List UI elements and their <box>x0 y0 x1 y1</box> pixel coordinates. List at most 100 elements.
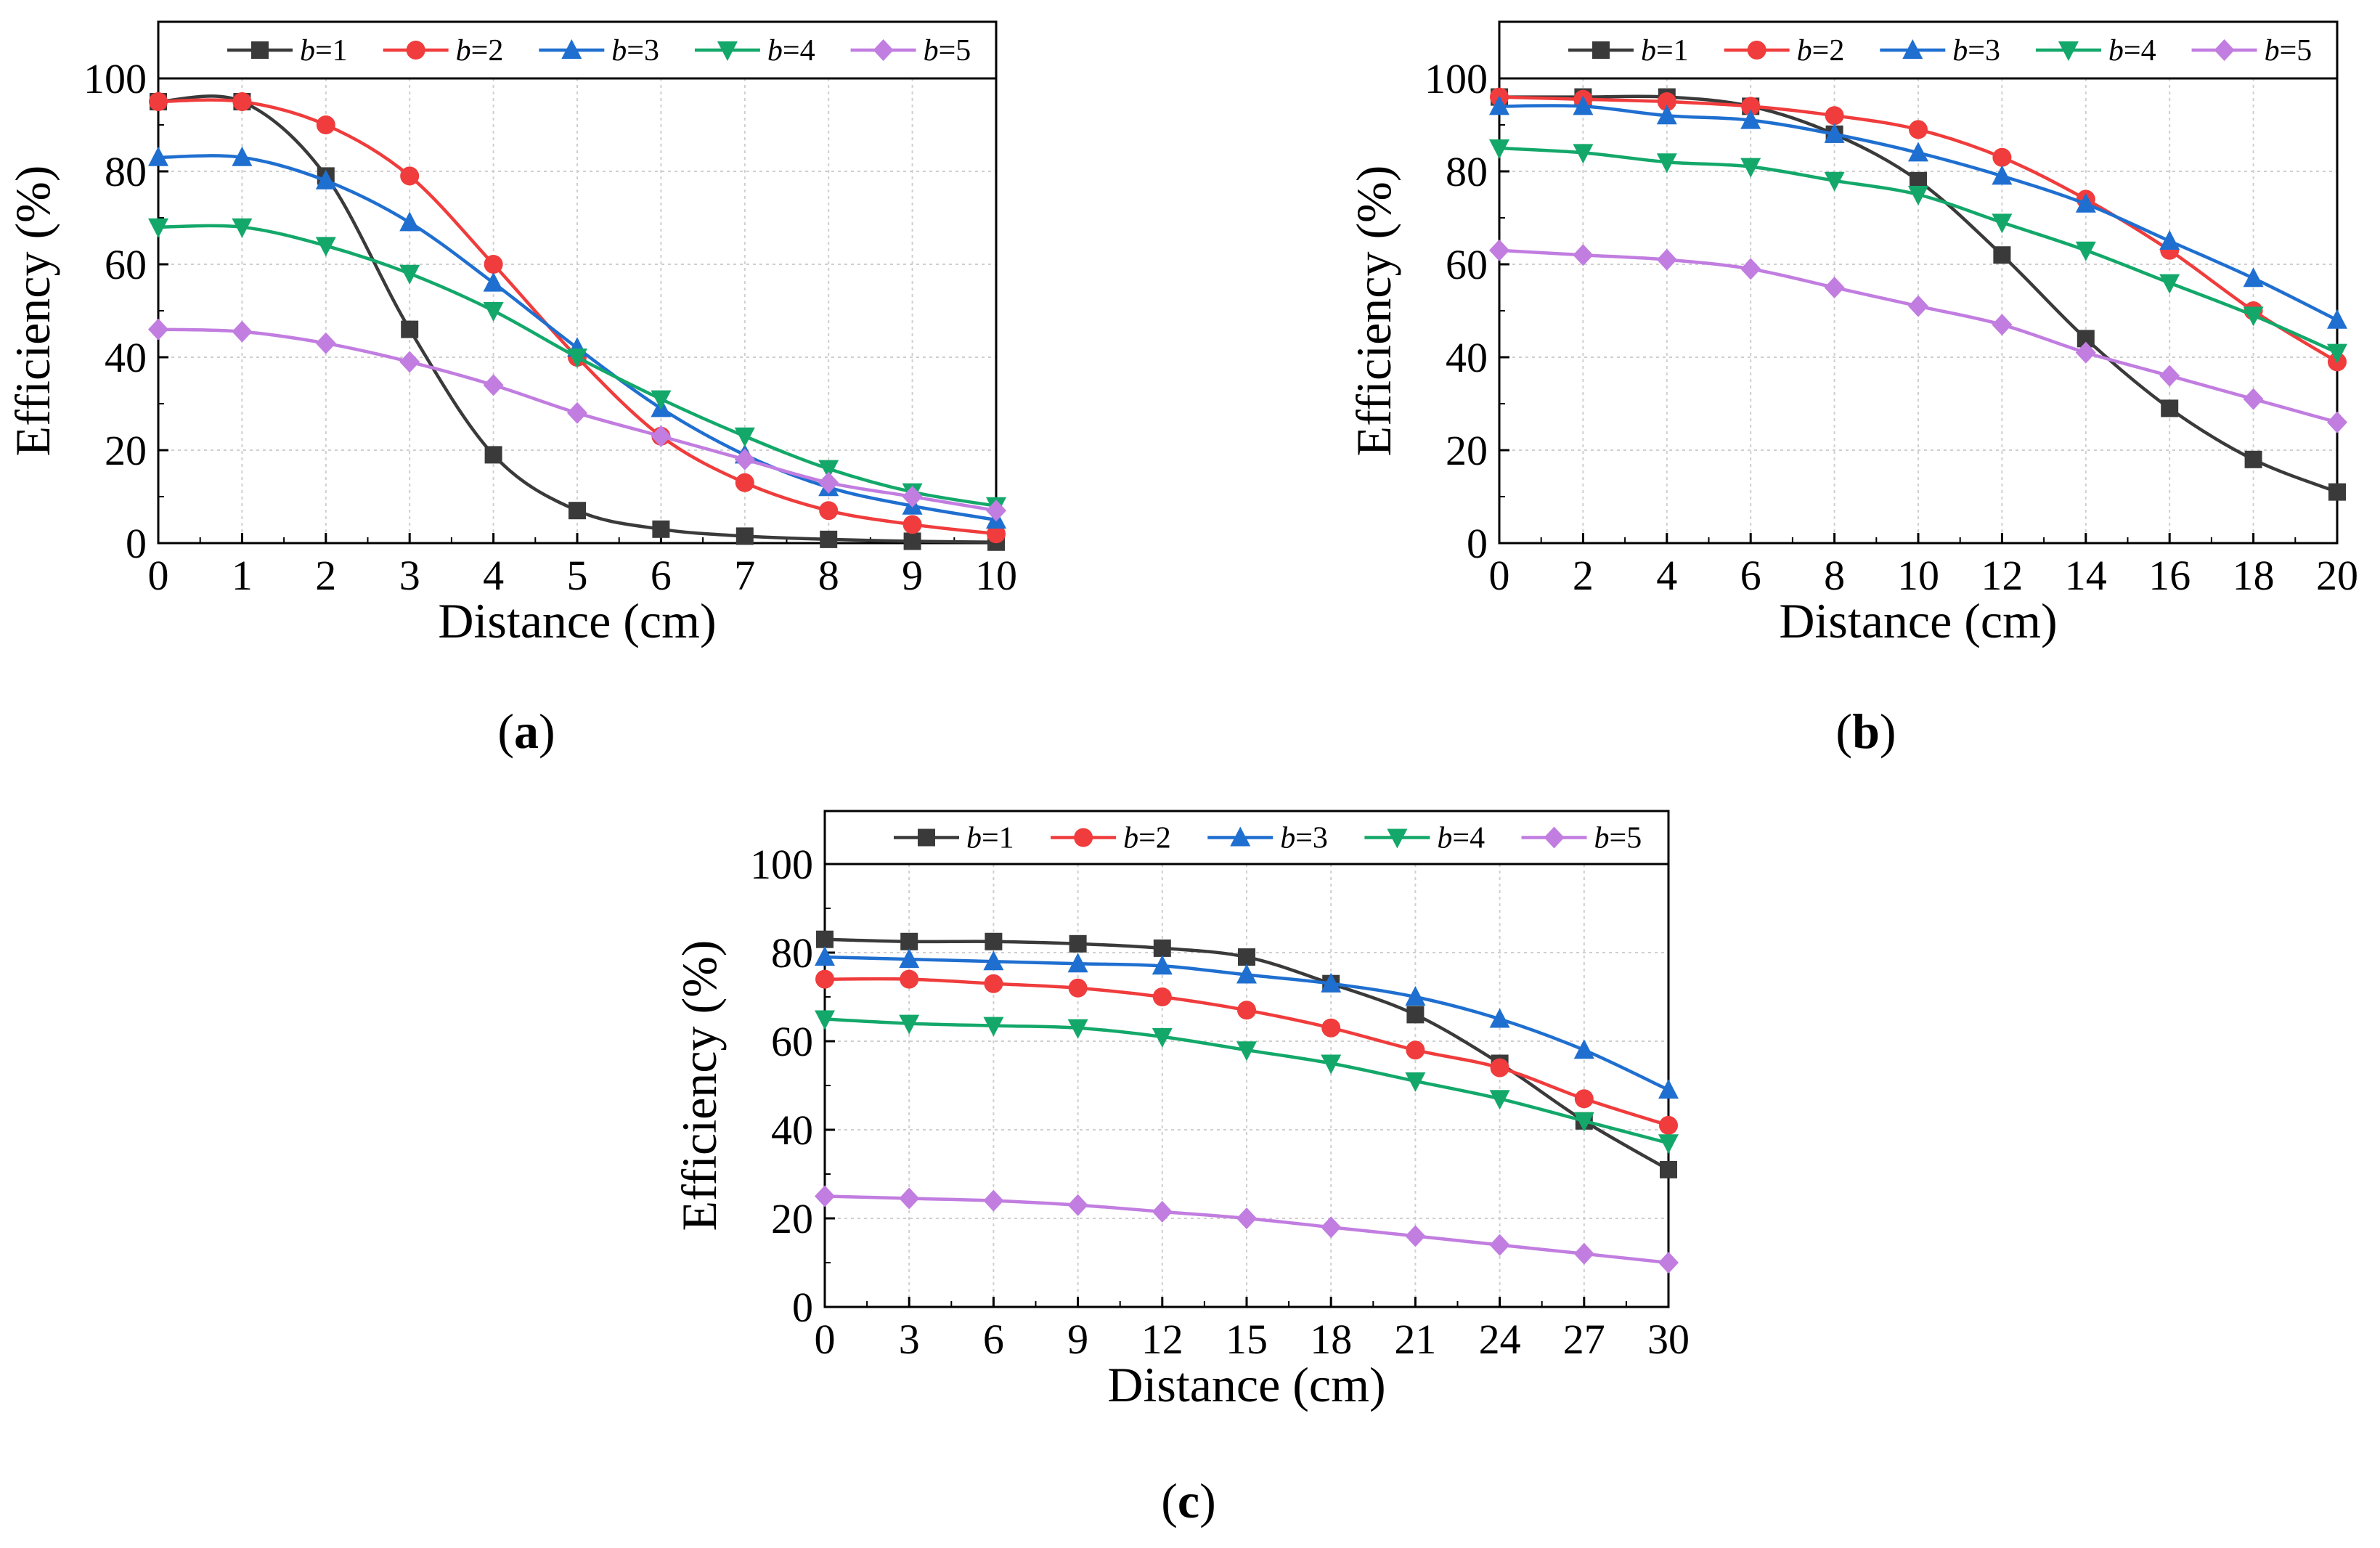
legend-label-var: b <box>2265 34 2280 68</box>
data-point <box>1153 939 1171 957</box>
data-point <box>1152 955 1173 975</box>
data-point <box>1573 1242 1594 1265</box>
legend-label-var: b <box>966 822 982 855</box>
data-point <box>1406 1006 1425 1024</box>
y-tick-label: 20 <box>1446 427 1488 474</box>
x-tick-label: 9 <box>902 552 923 599</box>
data-point <box>900 932 918 950</box>
legend-label: b=2 <box>1797 34 1845 68</box>
legend-label-eq: =3 <box>1968 34 2000 68</box>
data-point <box>2159 230 2180 250</box>
data-point <box>1321 1018 1341 1038</box>
legend-label: b=3 <box>1280 822 1328 855</box>
series-line <box>1499 146 2338 354</box>
data-point <box>316 115 335 134</box>
series-line <box>1499 95 2339 364</box>
data-point <box>2159 364 2180 387</box>
data-point <box>483 302 504 322</box>
x-tick-label: 6 <box>983 1316 1004 1363</box>
data-point <box>2327 411 2347 433</box>
y-tick-label: 20 <box>771 1195 813 1242</box>
legend-swatch-marker <box>1544 826 1565 849</box>
data-point <box>1489 1008 1510 1028</box>
legend-entry: b=5 <box>850 34 971 68</box>
data-point <box>1069 934 1087 953</box>
panel-a-chart: b=1 b=2 b=3 b=4 b=50 1 2 3 4 5 6 7 8 9 10020406080100D… <box>5 20 1017 759</box>
legend-label-eq: =4 <box>783 34 815 68</box>
data-point <box>400 166 420 186</box>
legend-label-eq: =3 <box>627 34 659 68</box>
x-tick-label: 27 <box>1563 1316 1605 1363</box>
data-point <box>2244 450 2262 468</box>
x-axis-label: Distance (cm) <box>1107 1357 1385 1412</box>
data-point <box>1659 1115 1678 1135</box>
data-point <box>1573 1112 1594 1132</box>
data-point <box>2075 341 2096 364</box>
data-point <box>1405 1225 1426 1247</box>
legend-label: b=3 <box>1952 34 2000 68</box>
legend-entry: b=1 <box>1568 34 1689 68</box>
legend-swatch-marker <box>1592 41 1610 59</box>
data-point <box>2243 267 2264 288</box>
data-point <box>1992 165 2013 185</box>
legend-label: b=1 <box>966 822 1014 855</box>
data-point <box>232 218 253 238</box>
data-point <box>1824 171 1845 192</box>
legend-label-var: b <box>924 34 939 68</box>
legend-label-eq: =2 <box>471 34 504 68</box>
x-tick-label: 0 <box>1489 552 1510 599</box>
data-point <box>148 318 168 341</box>
series-b3 <box>1489 95 2347 329</box>
panel-c-chart: b=1 b=2 b=3 b=4 b=50 3 6 9 12 15 18 21 24 27 300204060… <box>672 810 1690 1528</box>
data-point <box>819 501 839 521</box>
ticks: 0 2 4 6 8 10 12 14 16 18 20 0 20 40 60 80 100 <box>1425 55 2358 599</box>
legend-label: b=1 <box>1641 34 1689 68</box>
data-point <box>652 520 670 538</box>
data-point <box>651 425 672 447</box>
data-point <box>567 349 587 368</box>
legend-swatch-marker <box>1387 828 1408 849</box>
data-point <box>983 1189 1004 1212</box>
data-point <box>1067 1194 1088 1216</box>
data-point <box>1824 123 1845 143</box>
series-b5 <box>815 1185 1679 1274</box>
data-point <box>902 486 923 508</box>
data-point <box>1824 277 1845 298</box>
data-point <box>315 169 336 190</box>
legend-label: b=5 <box>1594 822 1642 855</box>
panel-b-chart: b=1 b=2 b=3 b=4 b=50 2 4 6 8 10 12 14 16 18 2002040608… <box>1346 20 2358 759</box>
data-point <box>2243 306 2264 327</box>
y-tick-label: 60 <box>1446 241 1488 288</box>
data-point <box>1321 972 1342 993</box>
data-point <box>567 402 587 424</box>
data-point <box>1910 171 1927 190</box>
data-point <box>1741 97 1761 116</box>
legend-entry: b=1 <box>227 34 348 68</box>
legend-swatch-marker <box>873 39 894 61</box>
data-point <box>1658 1134 1679 1154</box>
data-point <box>1740 258 1761 280</box>
legend-entry: b=3 <box>1207 822 1328 855</box>
data-point <box>815 1185 835 1207</box>
data-point <box>1067 953 1088 973</box>
data-point <box>1405 986 1426 1006</box>
data-point <box>1993 246 2011 264</box>
x-tick-label: 12 <box>1981 552 2023 599</box>
panel-caption: (b) <box>1835 704 1896 759</box>
data-point <box>735 473 754 492</box>
y-tick-label: 60 <box>771 1018 813 1065</box>
panel-caption: (a) <box>497 704 555 759</box>
y-tick-label: 40 <box>105 334 147 381</box>
legend-label-eq: =2 <box>1138 822 1171 855</box>
y-axis-label: Efficiency (%) <box>672 940 727 1231</box>
legend-entry: b=4 <box>694 34 815 68</box>
legend-label: b=1 <box>300 34 348 68</box>
data-point <box>2161 399 2179 417</box>
data-point <box>820 530 838 548</box>
data-point <box>815 969 834 989</box>
legend-label-eq: =1 <box>315 34 348 68</box>
data-point <box>1992 147 2012 167</box>
data-point <box>1657 92 1676 111</box>
x-tick-label: 18 <box>1310 1316 1352 1363</box>
